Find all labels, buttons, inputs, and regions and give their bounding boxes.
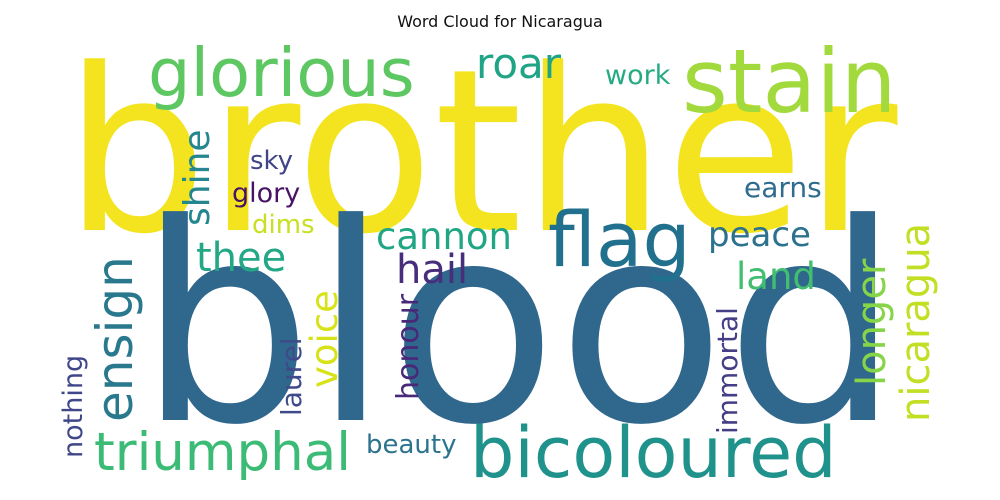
word-stain: stain bbox=[682, 38, 897, 133]
word-brother: brother bbox=[64, 38, 898, 284]
word-longer: longer bbox=[849, 258, 895, 386]
word-nothing: nothing bbox=[60, 354, 89, 458]
word-beauty: beauty bbox=[366, 430, 457, 460]
word-glory: glory bbox=[232, 178, 301, 209]
word-glorious: glorious bbox=[148, 38, 415, 112]
word-land: land bbox=[736, 255, 816, 298]
word-immortal: immortal bbox=[711, 307, 744, 434]
word-bicoloured: bicoloured bbox=[470, 412, 837, 480]
word-voice: voice bbox=[303, 290, 346, 388]
word-earns: earns bbox=[744, 171, 822, 204]
word-cannon: cannon bbox=[376, 215, 513, 258]
word-cloud: brother blood stain glorious roar work f… bbox=[60, 38, 940, 480]
word-flag: flag bbox=[548, 195, 691, 284]
word-shine: shine bbox=[177, 129, 218, 226]
word-laurel: laurel bbox=[275, 337, 308, 416]
word-dims: dims bbox=[252, 210, 315, 240]
word-thee: thee bbox=[196, 235, 287, 281]
word-honour: honour bbox=[391, 293, 426, 400]
word-roar: roar bbox=[476, 39, 562, 88]
word-peace: peace bbox=[708, 215, 811, 255]
word-ensign: ensign bbox=[86, 256, 144, 422]
word-sky: sky bbox=[250, 146, 294, 176]
word-nicaragua: nicaragua bbox=[893, 222, 939, 422]
word-blood: blood bbox=[138, 165, 901, 480]
word-hail: hail bbox=[396, 247, 469, 293]
word-triumphal: triumphal bbox=[94, 422, 351, 480]
word-work: work bbox=[605, 60, 671, 91]
chart-title: Word Cloud for Nicaragua bbox=[397, 12, 603, 31]
